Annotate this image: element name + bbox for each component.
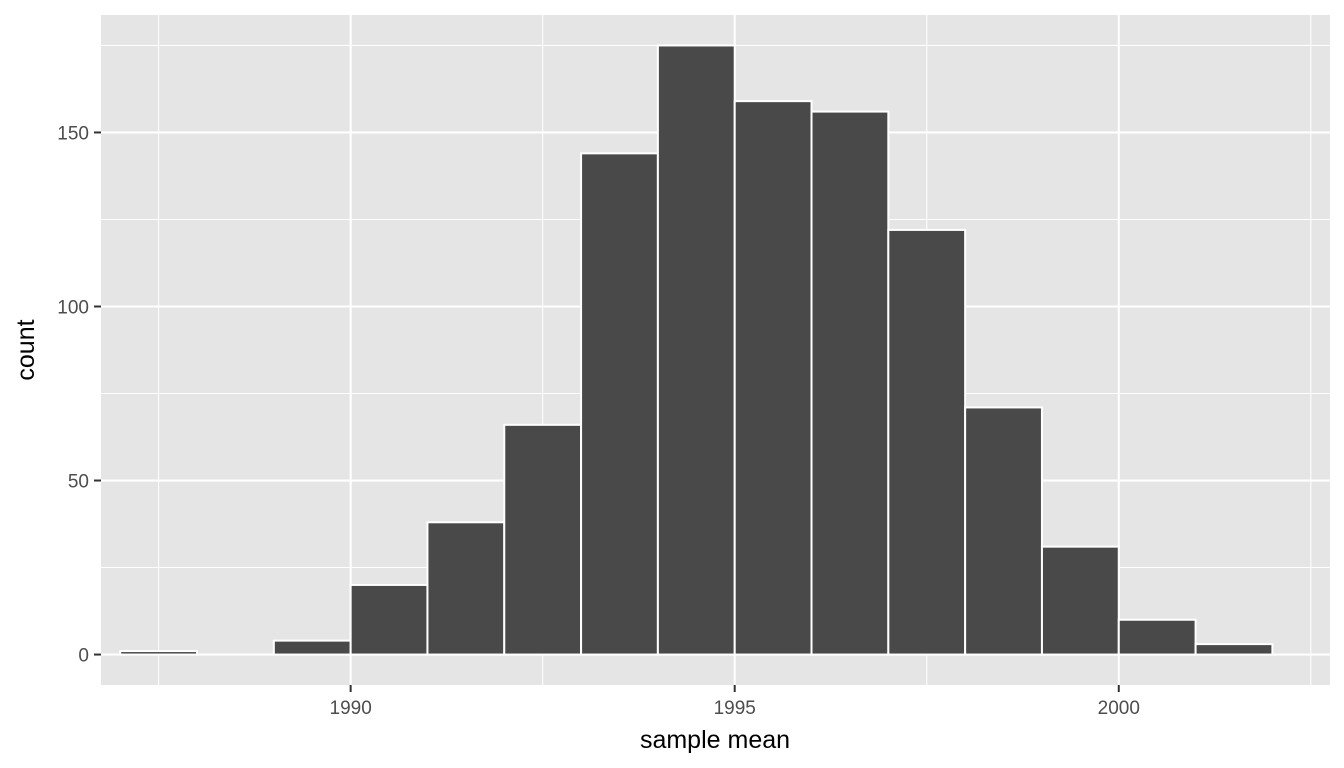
x-axis: 1990 1995 2000 (330, 685, 1140, 719)
y-tick-label: 0 (78, 646, 89, 667)
x-tick-label: 1990 (330, 698, 372, 719)
y-tick-label: 150 (57, 123, 89, 144)
histogram-bar-9 (810, 110, 890, 656)
histogram-bar-13 (1117, 618, 1197, 656)
histogram-bars (119, 44, 1274, 656)
histogram-bar-5 (503, 423, 583, 656)
histogram-bar-12 (1040, 545, 1120, 656)
x-tick-label: 2000 (1098, 698, 1140, 719)
y-tick-label: 50 (68, 472, 89, 493)
histogram-bar-6 (580, 152, 659, 656)
histogram-bar-4 (426, 521, 506, 656)
x-tick-label: 1995 (714, 698, 756, 719)
histogram-bar-2 (272, 639, 352, 656)
histogram-bar-7 (656, 44, 736, 656)
x-axis-title: sample mean (640, 726, 790, 754)
histogram-bar-11 (964, 406, 1043, 656)
histogram-bar-8 (733, 100, 813, 656)
y-axis-title: count (12, 319, 40, 380)
histogram-bar-3 (349, 583, 429, 656)
histogram-bar-10 (887, 228, 967, 656)
y-tick-label: 100 (57, 297, 89, 318)
y-axis: 0 50 100 150 (57, 123, 101, 667)
histogram-bar-0 (119, 650, 199, 656)
histogram-bar-14 (1194, 643, 1274, 656)
